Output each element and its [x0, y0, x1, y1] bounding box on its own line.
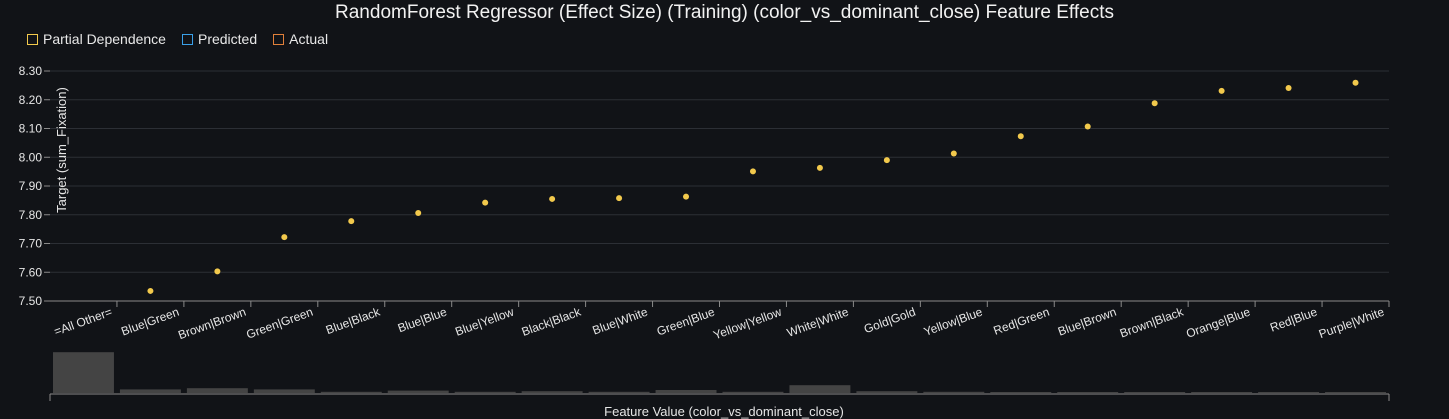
histogram-bar: [789, 385, 851, 393]
x-tick-label: Red|Blue: [1268, 305, 1319, 335]
histogram-bar: [521, 391, 583, 393]
histogram-bar: [655, 390, 717, 393]
x-tick-label: Purple|White: [1317, 305, 1386, 342]
histogram-bar: [856, 391, 918, 393]
y-tick-label: 8.00: [19, 150, 43, 164]
legend-item-partial-dependence[interactable]: Partial Dependence: [27, 31, 166, 47]
histogram-bar: [1258, 392, 1320, 393]
legend: Partial Dependence Predicted Actual: [27, 31, 328, 47]
data-point: [549, 195, 556, 202]
histogram-bar: [53, 352, 114, 393]
histogram-bar: [588, 391, 650, 393]
data-points: [147, 79, 1359, 294]
y-tick-label: 8.10: [19, 122, 43, 136]
data-point: [1151, 100, 1158, 107]
x-tick-label: Yellow|Yellow: [711, 305, 783, 343]
histogram-bar: [1325, 392, 1386, 393]
data-point: [1017, 133, 1024, 140]
grid-lines: [50, 70, 1389, 273]
legend-swatch-actual: [273, 33, 285, 45]
legend-label: Actual: [289, 31, 329, 47]
histogram-bar: [119, 389, 181, 393]
x-tick-label: Blue|Yellow: [453, 305, 516, 339]
histogram-bar: [387, 390, 449, 393]
legend-swatch-predicted: [181, 33, 193, 45]
y-tick-label: 7.90: [19, 179, 43, 193]
histogram-bar: [320, 391, 382, 393]
x-tick-label: Brown|Brown: [176, 305, 248, 342]
x-tick-label: Blue|Blue: [396, 305, 449, 336]
histogram: [53, 352, 1386, 393]
x-tick-label: Gold|Gold: [862, 305, 917, 337]
data-point: [348, 218, 355, 225]
histogram-bar: [990, 392, 1052, 393]
legend-label: Predicted: [197, 31, 258, 47]
x-axis-title: Feature Value (color_vs_dominant_close): [604, 404, 844, 419]
y-axis-ticks: 7.50 7.60 7.70 7.80 7.90 8.00 8.10 8.20 8.30: [19, 64, 50, 308]
legend-label: Partial Dependence: [43, 31, 166, 47]
y-tick-label: 7.60: [19, 265, 43, 279]
legend-item-predicted[interactable]: Predicted: [181, 31, 258, 47]
x-tick-label: Blue|Green: [119, 305, 181, 339]
legend-item-actual[interactable]: Actual: [273, 31, 328, 47]
x-tick-label: Black|Black: [520, 304, 584, 339]
x-tick-label: =All Other=: [52, 305, 114, 339]
data-point: [883, 157, 890, 164]
x-tick-label: Brown|Black: [1118, 304, 1186, 340]
x-tick-label: Red|Green: [992, 305, 1052, 338]
histogram-bar: [923, 391, 985, 393]
y-tick-label: 7.70: [19, 237, 43, 251]
data-point: [1285, 84, 1292, 91]
x-tick-label: Yellow|Blue: [922, 305, 985, 339]
x-tick-label: Orange|Blue: [1184, 305, 1252, 341]
histogram-bar: [1057, 392, 1119, 393]
data-point: [1352, 79, 1359, 86]
x-tick-label: Green|Blue: [655, 305, 717, 339]
data-point: [214, 268, 221, 275]
data-point: [415, 210, 422, 217]
y-tick-label: 8.20: [19, 93, 43, 107]
histogram-bar: [722, 391, 784, 393]
data-point: [816, 164, 823, 171]
chart-title: RandomForest Regressor (Effect Size) (Tr…: [335, 2, 1114, 23]
data-point: [683, 193, 690, 200]
histogram-bar: [1124, 392, 1186, 393]
y-axis-title: Target (sum_Fixation): [54, 87, 69, 213]
x-tick-label: Blue|Brown: [1056, 305, 1118, 339]
data-point: [482, 199, 489, 206]
histogram-bar: [253, 389, 315, 393]
data-point: [950, 150, 957, 157]
histogram-bar: [186, 388, 248, 393]
y-tick-label: 7.80: [19, 208, 43, 222]
x-tick-label: Green|Green: [244, 305, 314, 342]
y-tick-label: 8.30: [19, 64, 43, 78]
x-tick-label: Blue|White: [590, 305, 649, 338]
data-point: [1084, 123, 1091, 130]
x-axis-ticks: =All Other= Blue|GreenBrown|BrownGreen|Gr…: [52, 301, 1390, 343]
x-tick-label: White|White: [785, 305, 851, 340]
histogram-bar: [454, 391, 516, 393]
histogram-bar: [1191, 392, 1253, 393]
data-point: [616, 195, 623, 202]
data-point: [749, 168, 756, 175]
y-tick-label: 7.50: [19, 294, 43, 308]
data-point: [1218, 87, 1225, 94]
legend-swatch-partial-dependence: [27, 33, 38, 45]
x-tick-label: Blue|Black: [324, 304, 383, 337]
data-point: [281, 234, 288, 241]
data-point: [147, 287, 154, 294]
